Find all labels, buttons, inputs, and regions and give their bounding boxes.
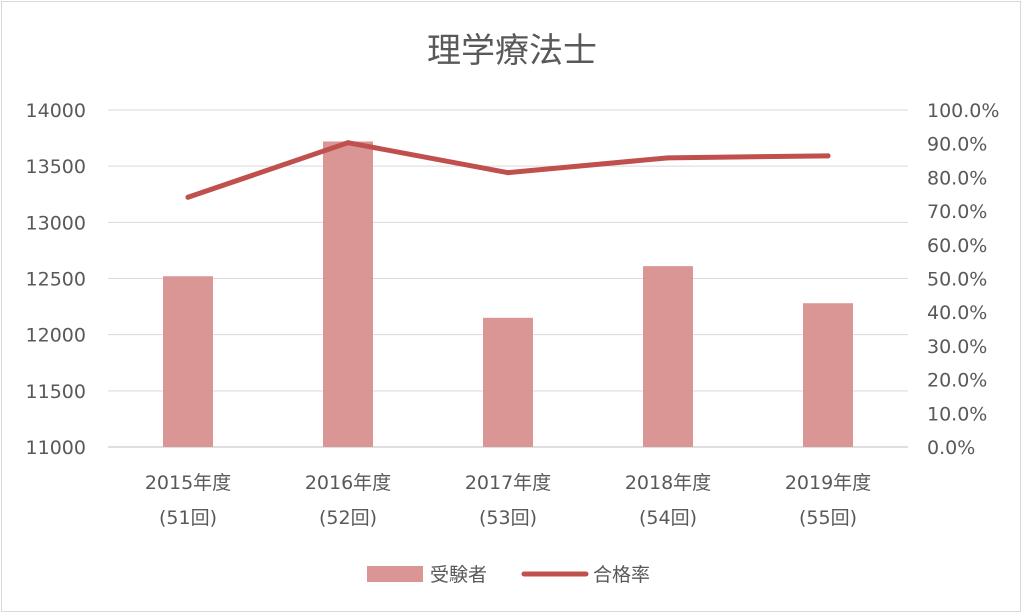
legend: 受験者 合格率 xyxy=(367,564,650,586)
left-tick-label: 14000 xyxy=(26,100,86,122)
category-labels: 2015年度 (51回) 2016年度 (52回) 2017年度 (53回) 2018年度 (… xyxy=(145,472,871,529)
right-tick-label: 80.0% xyxy=(927,167,987,189)
right-tick-label: 40.0% xyxy=(927,302,987,324)
category-label: 2017年度 xyxy=(465,472,551,494)
category-sublabel: (53回) xyxy=(479,507,537,529)
category-sublabel: (52回) xyxy=(319,507,377,529)
left-tick-label: 11500 xyxy=(26,381,86,403)
line-point xyxy=(825,153,831,159)
category-sublabel: (55回) xyxy=(799,507,857,529)
right-axis-ticks: 100.0% 90.0% 80.0% 70.0% 60.0% 50.0% 40.0% 30.0… xyxy=(927,100,999,459)
line-series xyxy=(185,140,831,200)
right-tick-label: 20.0% xyxy=(927,370,987,392)
bar xyxy=(323,141,373,447)
right-tick-label: 100.0% xyxy=(927,100,999,122)
left-axis-ticks: 14000 13500 13000 12500 12000 11500 11000 xyxy=(26,100,86,459)
left-tick-label: 11000 xyxy=(26,437,86,459)
category-label: 2016年度 xyxy=(305,472,391,494)
left-tick-label: 13000 xyxy=(26,212,86,234)
line-point xyxy=(345,140,351,146)
legend-label: 受験者 xyxy=(430,564,487,586)
category-label: 2019年度 xyxy=(785,472,871,494)
bar xyxy=(163,276,213,447)
bar xyxy=(803,303,853,447)
category-sublabel: (51回) xyxy=(159,507,217,529)
line-path xyxy=(185,140,831,200)
bar-series xyxy=(163,141,853,447)
right-tick-label: 70.0% xyxy=(927,201,987,223)
chart-title: 理学療法士 xyxy=(427,31,597,71)
left-tick-label: 12000 xyxy=(26,325,86,347)
right-tick-label: 50.0% xyxy=(927,269,987,291)
right-tick-label: 30.0% xyxy=(927,336,987,358)
category-label: 2018年度 xyxy=(625,472,711,494)
line-point xyxy=(505,170,511,176)
legend-swatch-bar xyxy=(367,566,423,582)
legend-label: 合格率 xyxy=(593,564,650,586)
left-tick-label: 13500 xyxy=(26,156,86,178)
bar xyxy=(643,266,693,447)
right-tick-label: 10.0% xyxy=(927,403,987,425)
right-tick-label: 90.0% xyxy=(927,134,987,156)
right-tick-label: 0.0% xyxy=(927,437,975,459)
line-point xyxy=(665,155,671,161)
category-sublabel: (54回) xyxy=(639,507,697,529)
bar xyxy=(483,317,533,447)
category-label: 2015年度 xyxy=(145,472,231,494)
left-tick-label: 12500 xyxy=(26,269,86,291)
right-tick-label: 60.0% xyxy=(927,235,987,257)
line-point xyxy=(185,194,191,200)
